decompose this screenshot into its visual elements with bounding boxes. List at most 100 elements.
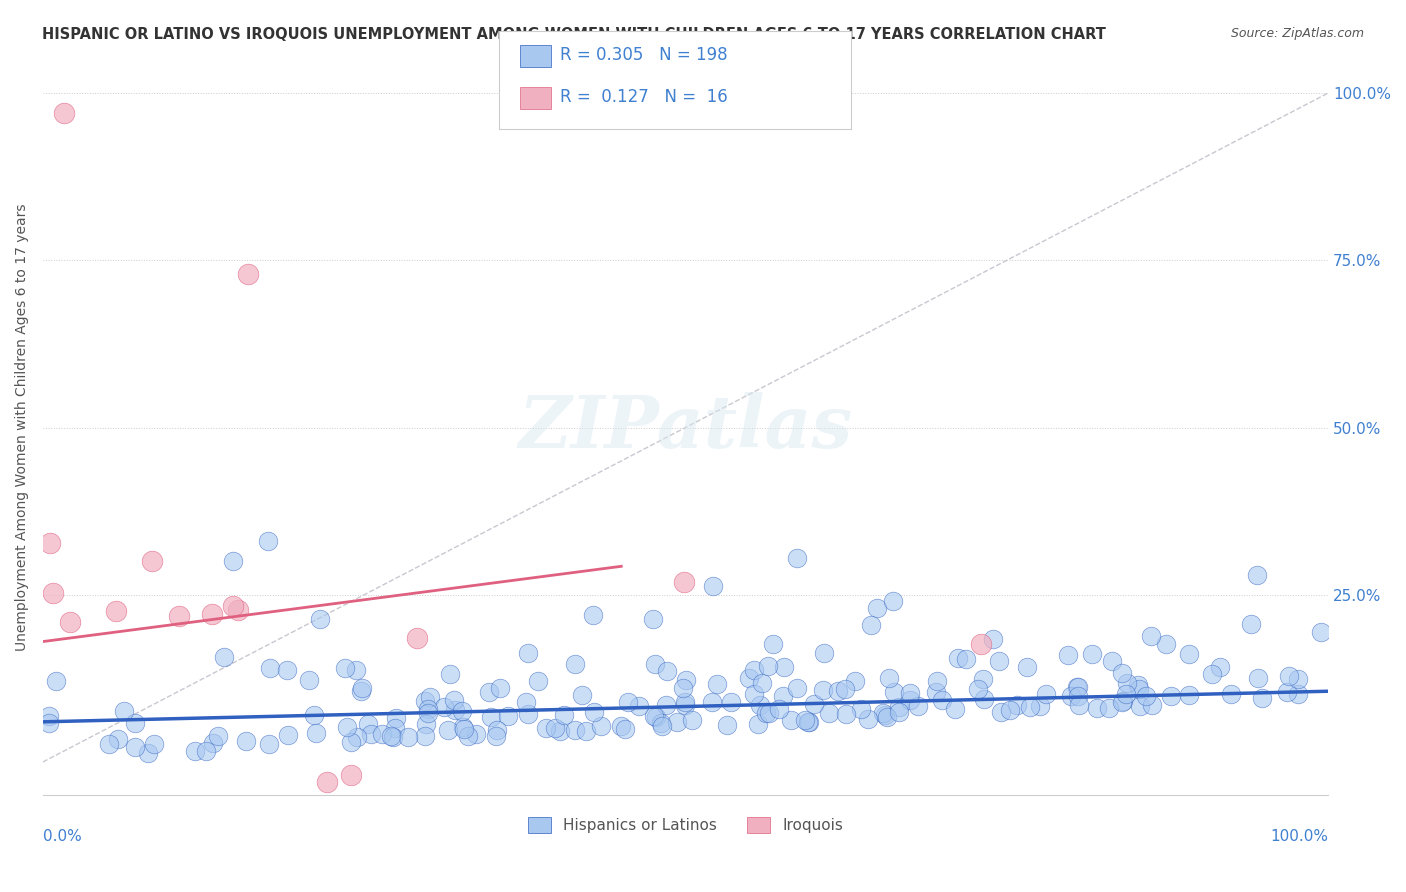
Point xyxy=(1085,701,1108,715)
Point xyxy=(527,673,550,688)
Point xyxy=(439,667,461,681)
Point xyxy=(866,601,889,615)
Point xyxy=(451,720,474,734)
Point xyxy=(305,726,328,740)
Point xyxy=(1240,617,1263,632)
Point xyxy=(38,536,60,550)
Point xyxy=(877,671,900,685)
Point xyxy=(786,550,808,565)
Point xyxy=(628,699,651,714)
Point xyxy=(1154,637,1177,651)
Point xyxy=(548,724,571,739)
Point xyxy=(946,651,969,665)
Point xyxy=(706,677,728,691)
Point xyxy=(943,702,966,716)
Point xyxy=(575,723,598,738)
Point xyxy=(309,612,332,626)
Point xyxy=(302,707,325,722)
Point xyxy=(981,632,1004,646)
Point xyxy=(416,706,439,720)
Point xyxy=(52,106,75,120)
Point xyxy=(536,722,558,736)
Point xyxy=(344,663,367,677)
Point xyxy=(751,676,773,690)
Point xyxy=(835,706,858,721)
Point xyxy=(817,706,839,721)
Point xyxy=(803,698,825,712)
Point xyxy=(927,674,949,689)
Point xyxy=(236,267,259,281)
Point xyxy=(384,711,406,725)
Point xyxy=(1160,689,1182,703)
Point xyxy=(419,690,441,704)
Point xyxy=(97,738,120,752)
Point xyxy=(655,665,678,679)
Point xyxy=(413,729,436,743)
Point xyxy=(1112,693,1135,707)
Point xyxy=(786,681,808,696)
Point xyxy=(416,702,439,716)
Point xyxy=(797,715,820,730)
Point xyxy=(259,661,281,675)
Point xyxy=(672,681,695,695)
Point xyxy=(1309,624,1331,639)
Point xyxy=(104,604,127,618)
Point xyxy=(257,738,280,752)
Point xyxy=(655,698,678,713)
Point xyxy=(673,695,696,709)
Point xyxy=(1115,676,1137,690)
Point xyxy=(641,612,664,626)
Point xyxy=(883,685,905,699)
Point xyxy=(955,652,977,666)
Point xyxy=(675,673,697,688)
Point xyxy=(827,683,849,698)
Point xyxy=(380,729,402,743)
Point xyxy=(967,681,990,696)
Point xyxy=(742,663,765,677)
Point xyxy=(1017,660,1039,674)
Point xyxy=(998,703,1021,717)
Point xyxy=(1246,567,1268,582)
Point xyxy=(202,736,225,750)
Point xyxy=(1209,660,1232,674)
Point xyxy=(844,674,866,689)
Point xyxy=(682,713,704,727)
Point xyxy=(1286,672,1309,686)
Point xyxy=(1286,687,1309,701)
Point xyxy=(517,707,540,722)
Point xyxy=(415,716,437,731)
Point xyxy=(643,708,665,723)
Point xyxy=(1067,681,1090,695)
Point xyxy=(650,716,672,731)
Point xyxy=(1126,678,1149,692)
Point xyxy=(571,689,593,703)
Point xyxy=(882,594,904,608)
Point xyxy=(212,650,235,665)
Point xyxy=(1098,700,1121,714)
Point xyxy=(1101,654,1123,668)
Point xyxy=(875,708,897,723)
Point xyxy=(742,687,765,701)
Point xyxy=(610,719,633,733)
Text: R = 0.305   N = 198: R = 0.305 N = 198 xyxy=(560,46,727,64)
Point xyxy=(1111,695,1133,709)
Point xyxy=(589,719,612,733)
Point xyxy=(702,579,724,593)
Point xyxy=(226,602,249,616)
Point xyxy=(222,554,245,568)
Point xyxy=(666,714,689,729)
Point xyxy=(756,658,779,673)
Point xyxy=(1139,629,1161,643)
Point xyxy=(748,698,770,713)
Point xyxy=(720,695,742,709)
Point xyxy=(768,702,790,716)
Point xyxy=(758,706,780,720)
Point xyxy=(1275,685,1298,699)
Point xyxy=(298,673,321,688)
Point xyxy=(876,710,898,724)
Point xyxy=(700,695,723,709)
Point xyxy=(1056,648,1078,662)
Point xyxy=(813,646,835,660)
Point xyxy=(582,706,605,720)
Point xyxy=(276,663,298,677)
